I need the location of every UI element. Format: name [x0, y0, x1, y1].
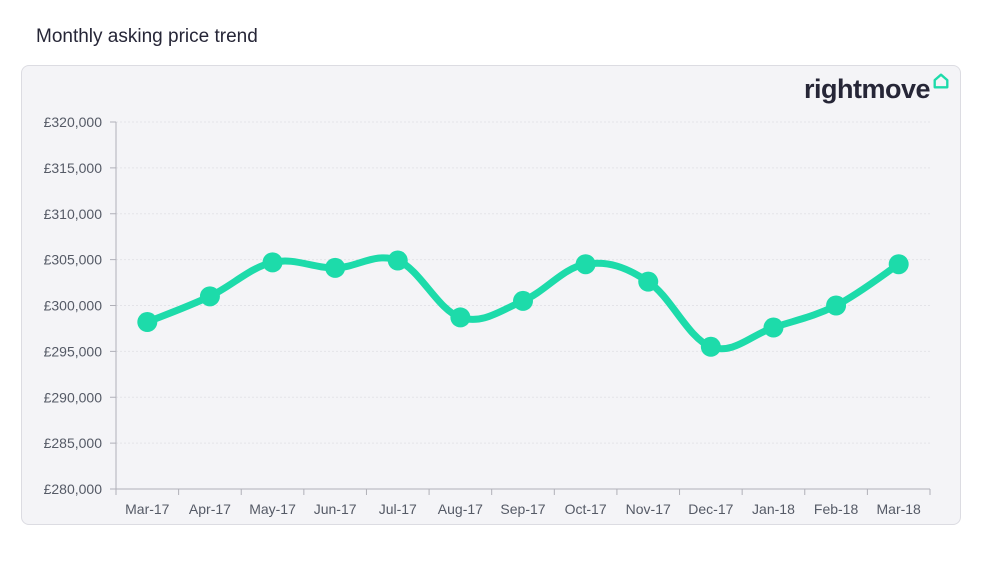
data-point[interactable]: [513, 290, 533, 311]
x-tick-label: Jun-17: [314, 501, 357, 517]
x-tick-label: Feb-18: [814, 501, 859, 517]
logo-text: rightmove: [803, 74, 931, 104]
y-tick-label: £320,000: [44, 114, 103, 130]
data-point[interactable]: [638, 271, 659, 292]
y-tick-label: £290,000: [44, 389, 103, 405]
y-tick-label: £315,000: [44, 160, 103, 176]
data-point[interactable]: [137, 312, 158, 333]
data-point[interactable]: [387, 250, 408, 271]
y-tick-label: £305,000: [44, 252, 103, 268]
y-tick-label: £285,000: [44, 435, 103, 451]
x-tick-label: May-17: [249, 501, 296, 517]
x-tick-label: Mar-17: [125, 501, 170, 517]
y-tick-label: £280,000: [44, 481, 103, 497]
x-tick-label: Jan-18: [752, 501, 795, 517]
x-tick-label: Apr-17: [189, 501, 231, 517]
chart-title: Monthly asking price trend: [36, 26, 258, 47]
data-point[interactable]: [575, 254, 596, 275]
rightmove-logo: rightmove: [803, 73, 950, 105]
data-point[interactable]: [888, 254, 909, 275]
y-tick-label: £310,000: [44, 206, 103, 222]
data-points: [137, 250, 909, 357]
data-point[interactable]: [199, 286, 220, 307]
data-point[interactable]: [262, 252, 283, 273]
x-tick-label: Jul-17: [379, 501, 417, 517]
axes: [110, 121, 931, 495]
data-point[interactable]: [700, 336, 721, 357]
data-point[interactable]: [826, 295, 847, 316]
data-point[interactable]: [325, 257, 346, 278]
y-tick-label: £295,000: [44, 343, 103, 359]
x-tick-label: Mar-18: [877, 501, 922, 517]
data-point[interactable]: [763, 317, 784, 338]
y-tick-label: £300,000: [44, 298, 103, 314]
x-tick-label: Sep-17: [500, 501, 545, 517]
data-point[interactable]: [450, 307, 471, 328]
chart-panel: rightmove: [21, 65, 961, 525]
x-tick-labels: Mar-17 Apr-17 May-17 Jun-17 Jul-17 Aug-17 Sep-…: [125, 501, 921, 517]
x-tick-label: Nov-17: [626, 501, 671, 517]
x-tick-label: Oct-17: [565, 501, 607, 517]
y-tick-labels: £280,000 £285,000 £290,000 £295,000 £300,000…: [44, 114, 103, 497]
x-tick-label: Aug-17: [438, 501, 483, 517]
house-icon: [933, 73, 949, 89]
x-tick-label: Dec-17: [688, 501, 733, 517]
